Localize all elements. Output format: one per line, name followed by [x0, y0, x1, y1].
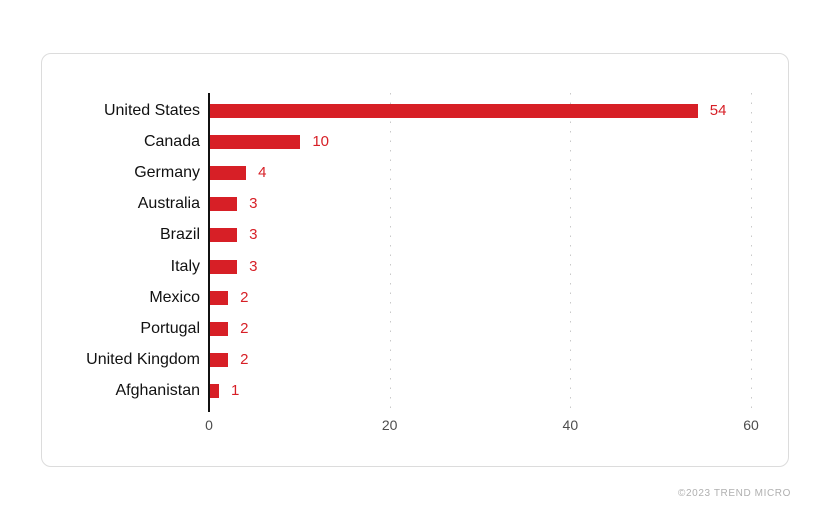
- value-label: 3: [249, 257, 258, 275]
- chart-card: 0 20 40 60 United States 54 Canada 10 Germany 4 Au…: [41, 53, 789, 467]
- category-label: Portugal: [140, 319, 200, 337]
- x-tick-label: 0: [205, 417, 213, 433]
- category-label: Mexico: [149, 288, 200, 306]
- category-label: United Kingdom: [86, 351, 200, 369]
- bar: [210, 384, 220, 399]
- x-tick-label: 60: [743, 417, 759, 433]
- bar-chart-plot-area: 0 20 40 60 United States 54 Canada 10 Germany 4 Au…: [42, 54, 788, 466]
- value-label: 3: [249, 195, 258, 213]
- value-label: 2: [240, 319, 249, 337]
- category-label: Brazil: [159, 226, 200, 244]
- value-label: 1: [231, 382, 240, 400]
- x-tick-label: 20: [381, 417, 398, 433]
- category-label: Australia: [137, 195, 200, 213]
- bar: [210, 197, 238, 212]
- category-label: Germany: [134, 163, 200, 181]
- value-label: 2: [240, 288, 249, 306]
- category-label: Italy: [170, 257, 200, 275]
- category-label: Canada: [143, 132, 200, 150]
- bar: [210, 165, 247, 180]
- gridline: [389, 93, 391, 409]
- copyright-credit: ©2023 TREND MICRO: [678, 488, 791, 499]
- y-axis-line: [208, 93, 210, 412]
- gridline: [570, 93, 572, 409]
- bar: [210, 134, 301, 149]
- bar: [210, 321, 229, 336]
- bar: [210, 103, 698, 118]
- value-label: 54: [709, 101, 727, 119]
- value-label: 10: [312, 132, 330, 150]
- bar: [210, 290, 229, 305]
- value-label: 3: [249, 226, 258, 244]
- category-label: Afghanistan: [115, 382, 200, 400]
- bar: [210, 228, 238, 243]
- value-label: 2: [240, 351, 249, 369]
- bar: [210, 259, 238, 274]
- value-label: 4: [258, 163, 267, 181]
- x-tick-label: 40: [562, 417, 579, 433]
- category-label: United States: [103, 101, 200, 119]
- gridline: [751, 93, 752, 409]
- bar: [210, 353, 229, 368]
